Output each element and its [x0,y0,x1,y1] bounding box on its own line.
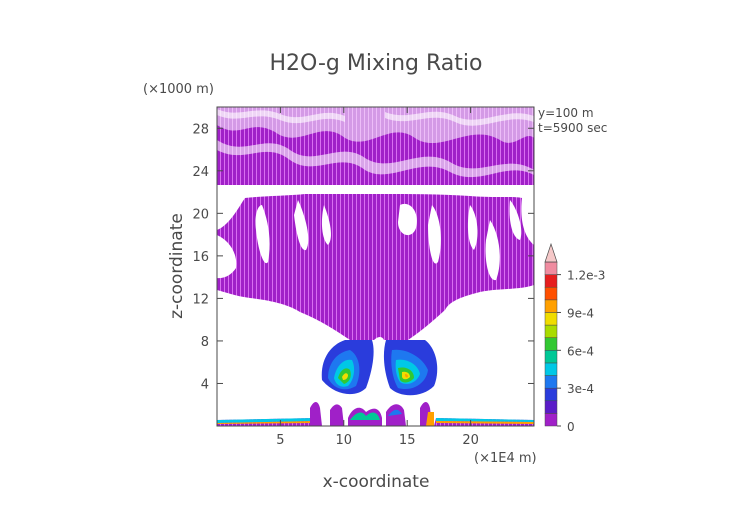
y-unit-label: (×1000 m) [143,82,214,97]
colorbar-swatch [544,337,558,351]
y-tick-label: 8 [201,335,209,350]
x-tick-label: 5 [276,433,284,448]
y-tick-label: 24 [192,165,209,180]
colorbar-tick-label: 6e-4 [567,344,594,358]
colorbar-swatch [544,274,558,288]
annotation-t: t=5900 sec [538,121,607,135]
y-tick-label: 28 [192,122,209,137]
convective-core [321,337,438,410]
x-tick-label: 20 [462,433,479,448]
colorbar-extend-arrow [544,242,558,263]
x-tick-label: 10 [336,433,353,448]
y-axis-label: z-coordinate [167,213,187,319]
colorbar-swatch [544,350,558,364]
main-moisture-body [217,194,534,340]
annotation-y: y=100 m [538,106,594,120]
colorbar-swatch [544,413,558,427]
y-tick-label: 16 [192,250,209,265]
colorbar-tick-label: 9e-4 [567,306,594,320]
x-tick-label: 15 [399,433,416,448]
upper-moisture-layer [217,107,534,201]
colorbar-swatch [544,400,558,414]
colorbar-swatch [544,362,558,376]
x-axis-label: x-coordinate [323,472,430,492]
heatmap-field [217,107,534,426]
colorbar-swatch [544,286,558,301]
y-tick-label: 20 [192,207,209,222]
colorbar: 0 3e-4 6e-4 9e-4 1.2e-3 [544,242,605,434]
colorbar-swatch [544,261,558,275]
colorbar-tick-label: 3e-4 [567,382,594,396]
x-axis: 5 10 15 20 [276,107,479,448]
colorbar-tick-label: 1.2e-3 [567,269,605,283]
surface-layer [217,402,534,426]
plot-frame [216,106,535,427]
colorbar-tick-label: 0 [567,420,575,434]
colorbar-swatch [544,375,558,389]
y-tick-label: 4 [201,377,209,392]
y-tick-label: 12 [192,292,209,307]
y-axis: 4 8 12 16 20 24 28 [192,122,534,392]
colorbar-swatch [544,387,558,402]
colorbar-swatch [544,312,558,326]
x-unit-label: (×1E4 m) [474,451,537,466]
colorbar-swatch [544,324,558,338]
colorbar-swatch [544,299,558,313]
chart-title: H2O-g Mixing Ratio [270,51,483,76]
